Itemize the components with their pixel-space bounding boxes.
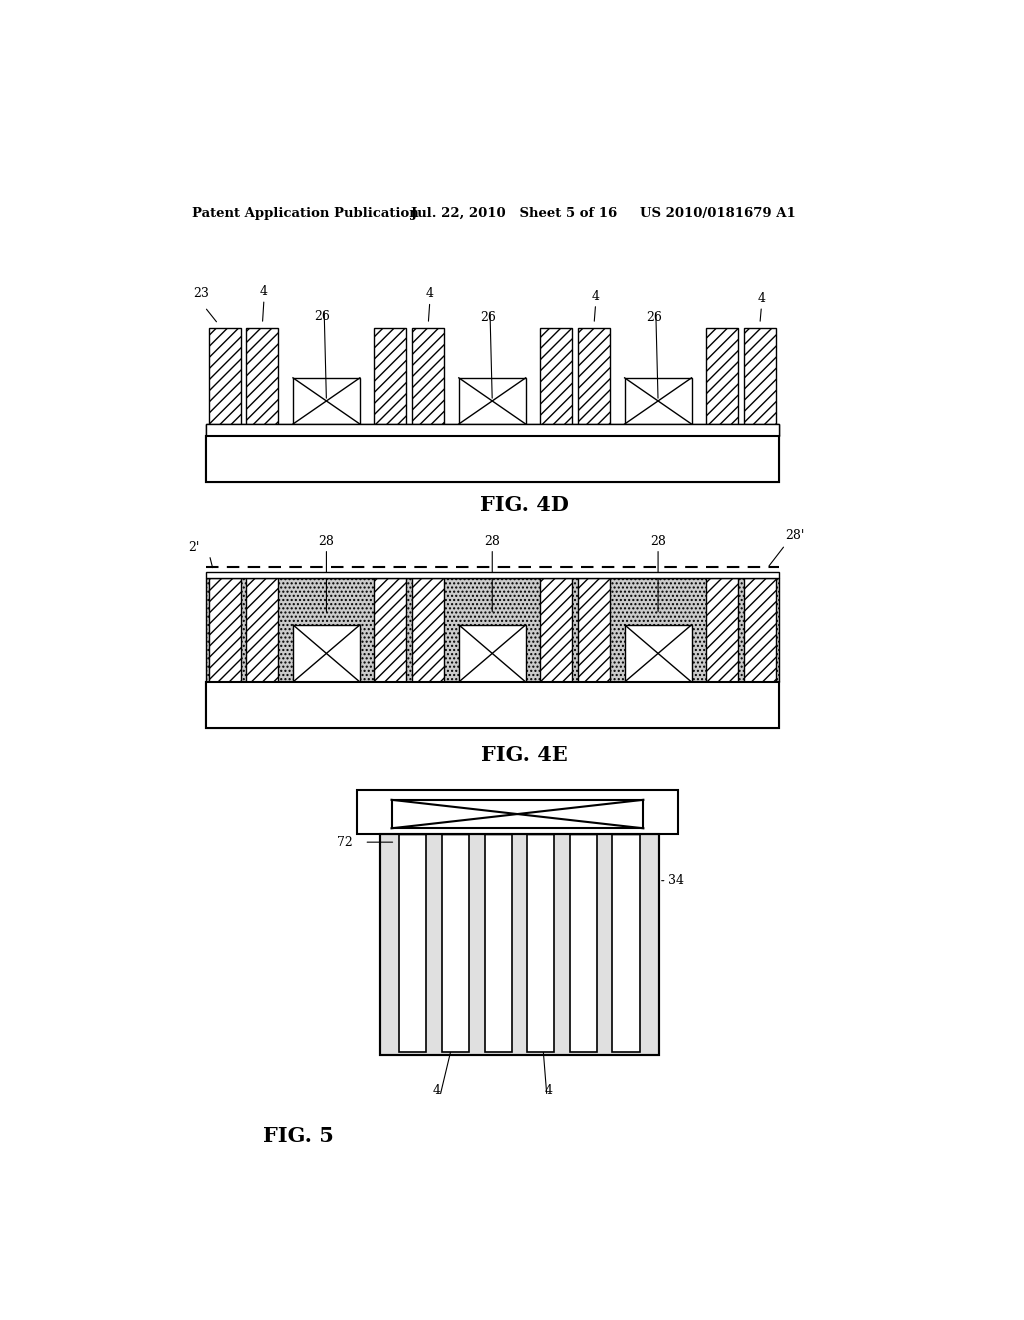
Bar bbox=[206, 424, 779, 436]
Bar bbox=[206, 436, 779, 482]
Text: 34: 34 bbox=[669, 874, 684, 887]
Bar bbox=[375, 578, 407, 682]
Text: 2': 2' bbox=[188, 541, 200, 554]
Text: US 2010/0181679 A1: US 2010/0181679 A1 bbox=[640, 207, 796, 220]
Bar bbox=[247, 327, 279, 424]
Text: 28: 28 bbox=[318, 535, 335, 548]
Bar bbox=[399, 834, 426, 1052]
Polygon shape bbox=[484, 821, 512, 834]
Text: FIG. 5: FIG. 5 bbox=[263, 1126, 334, 1146]
Text: 26: 26 bbox=[314, 310, 331, 323]
Text: FIG. 4E: FIG. 4E bbox=[481, 746, 568, 766]
Text: 4: 4 bbox=[592, 289, 600, 302]
Bar bbox=[541, 327, 572, 424]
Text: Patent Application Publication: Patent Application Publication bbox=[193, 207, 419, 220]
Polygon shape bbox=[442, 821, 469, 834]
Bar bbox=[579, 578, 610, 682]
Bar bbox=[380, 834, 658, 1056]
Bar bbox=[206, 682, 779, 729]
Bar bbox=[569, 834, 597, 1052]
Bar bbox=[484, 834, 512, 1052]
Bar bbox=[293, 378, 359, 424]
Bar bbox=[527, 834, 554, 1052]
Text: 28: 28 bbox=[484, 535, 500, 548]
Bar bbox=[743, 578, 776, 682]
Bar bbox=[743, 327, 776, 424]
Bar bbox=[413, 327, 444, 424]
Bar bbox=[209, 578, 241, 682]
Text: 4: 4 bbox=[758, 292, 766, 305]
Bar bbox=[293, 624, 359, 682]
Bar bbox=[541, 578, 572, 682]
Bar bbox=[206, 436, 779, 482]
Text: 26: 26 bbox=[480, 310, 497, 323]
Bar bbox=[247, 578, 279, 682]
Bar bbox=[459, 624, 525, 682]
Text: FIG. 4D: FIG. 4D bbox=[480, 495, 569, 515]
Bar bbox=[707, 578, 738, 682]
Bar bbox=[206, 424, 779, 436]
Text: 4': 4' bbox=[652, 808, 665, 821]
Bar bbox=[625, 624, 691, 682]
Text: 4: 4 bbox=[260, 285, 268, 298]
Bar bbox=[356, 789, 678, 834]
Bar bbox=[206, 578, 779, 682]
Bar bbox=[459, 378, 525, 424]
Bar bbox=[206, 682, 779, 729]
Text: 72: 72 bbox=[337, 836, 352, 849]
Bar bbox=[442, 834, 469, 1052]
Polygon shape bbox=[569, 821, 597, 834]
Bar bbox=[375, 327, 407, 424]
Text: 4: 4 bbox=[432, 1084, 440, 1097]
Text: 26: 26 bbox=[646, 312, 663, 325]
Bar bbox=[612, 834, 640, 1052]
Bar bbox=[391, 800, 643, 829]
Text: 23: 23 bbox=[194, 286, 209, 300]
Text: Jul. 22, 2010   Sheet 5 of 16: Jul. 22, 2010 Sheet 5 of 16 bbox=[411, 207, 617, 220]
Text: 28: 28 bbox=[650, 535, 666, 548]
Polygon shape bbox=[399, 821, 426, 834]
Text: 4: 4 bbox=[545, 1084, 553, 1097]
Polygon shape bbox=[527, 821, 554, 834]
Polygon shape bbox=[612, 821, 640, 834]
Bar bbox=[380, 834, 658, 1056]
Bar bbox=[579, 327, 610, 424]
Bar bbox=[707, 327, 738, 424]
Text: 28': 28' bbox=[785, 529, 805, 543]
Bar bbox=[413, 578, 444, 682]
Text: 4: 4 bbox=[426, 288, 434, 301]
Bar bbox=[625, 378, 691, 424]
Bar bbox=[209, 327, 241, 424]
Bar bbox=[206, 572, 779, 578]
